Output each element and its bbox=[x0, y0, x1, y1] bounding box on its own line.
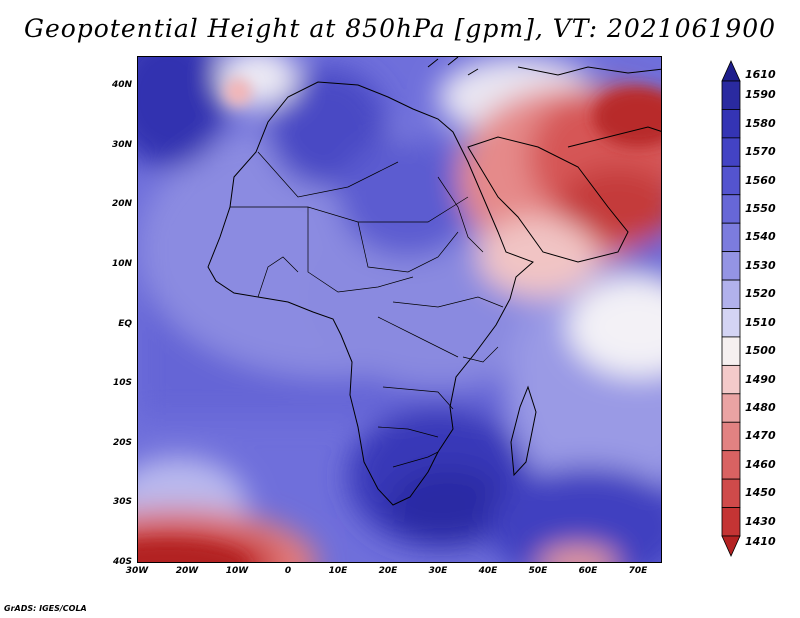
colorbar-level-label: 1510 bbox=[745, 315, 776, 329]
colorbar bbox=[721, 60, 741, 557]
colorbar-swatch bbox=[721, 60, 741, 82]
colorbar-level-label: 1530 bbox=[745, 258, 776, 272]
colorbar-level-label: 1430 bbox=[745, 514, 776, 528]
colorbar-level-label: 1500 bbox=[745, 344, 776, 358]
lat-label-30s: 30S bbox=[112, 497, 132, 507]
colorbar-level-label: 1460 bbox=[745, 457, 776, 471]
colorbar-swatch bbox=[721, 80, 741, 110]
map-plot-area bbox=[137, 56, 662, 563]
colorbar-swatch bbox=[721, 364, 741, 395]
lon-label-40e: 40E bbox=[478, 566, 498, 576]
footer-credit: GrADS: IGES/COLA bbox=[4, 604, 87, 613]
colorbar-swatch bbox=[721, 308, 741, 338]
colorbar-swatch bbox=[721, 222, 741, 253]
lat-label-30n: 30N bbox=[111, 140, 132, 150]
colorbar-swatch bbox=[721, 165, 741, 196]
colorbar-graphic bbox=[721, 60, 741, 557]
colorbar-level-label: 1520 bbox=[745, 287, 776, 301]
lon-label-60e: 60E bbox=[578, 566, 598, 576]
lat-label-20n: 20N bbox=[111, 199, 132, 209]
lat-label-40n: 40N bbox=[111, 80, 132, 90]
colorbar-level-label: 1590 bbox=[745, 88, 776, 102]
colorbar-level-label: 1610 bbox=[745, 68, 776, 81]
lon-label-30w: 30W bbox=[125, 566, 149, 576]
lon-label-70e: 70E bbox=[628, 566, 648, 576]
colorbar-swatch bbox=[721, 251, 741, 281]
colorbar-level-label: 1560 bbox=[745, 173, 776, 187]
lon-label-20e: 20E bbox=[378, 566, 398, 576]
colorbar-level-label: 1570 bbox=[745, 145, 776, 159]
lon-label-0: 0 bbox=[284, 566, 292, 576]
colorbar-swatch bbox=[721, 137, 741, 167]
colorbar-level-label: 1540 bbox=[745, 230, 776, 244]
map-title: Geopotential Height at 850hPa [gpm], VT:… bbox=[23, 14, 777, 43]
lat-label-20s: 20S bbox=[112, 438, 132, 448]
colorbar-level-label: 1490 bbox=[745, 372, 776, 386]
colorbar-level-label: 1550 bbox=[745, 201, 776, 215]
colorbar-swatch bbox=[721, 336, 741, 366]
lat-label-10s: 10S bbox=[112, 378, 132, 388]
country-borders bbox=[230, 151, 504, 468]
lon-label-20w: 20W bbox=[175, 566, 199, 576]
lon-label-10w: 10W bbox=[225, 566, 249, 576]
colorbar-swatch bbox=[721, 194, 741, 224]
colorbar-swatch bbox=[721, 421, 741, 452]
lon-label-10e: 10E bbox=[328, 566, 348, 576]
colorbar-level-label: 1450 bbox=[745, 486, 776, 500]
lon-label-30e: 30E bbox=[428, 566, 448, 576]
lat-label-eq: EQ bbox=[118, 319, 132, 329]
coastline-outline bbox=[207, 57, 661, 506]
colorbar-swatch bbox=[721, 109, 741, 139]
colorbar-level-label: 1410 bbox=[745, 535, 776, 548]
lat-label-40s: 40S bbox=[112, 557, 132, 567]
lat-label-10n: 10N bbox=[111, 259, 132, 269]
colorbar-swatch bbox=[721, 478, 741, 508]
lon-label-50e: 50E bbox=[528, 566, 548, 576]
colorbar-swatch bbox=[721, 535, 741, 557]
colorbar-swatch bbox=[721, 450, 741, 480]
colorbar-swatch bbox=[721, 507, 741, 537]
colorbar-level-label: 1580 bbox=[745, 116, 776, 130]
colorbar-swatch bbox=[721, 393, 741, 423]
colorbar-level-label: 1470 bbox=[745, 429, 776, 443]
colorbar-swatch bbox=[721, 279, 741, 309]
geopotential-field bbox=[138, 57, 661, 562]
colorbar-level-label: 1480 bbox=[745, 401, 776, 415]
